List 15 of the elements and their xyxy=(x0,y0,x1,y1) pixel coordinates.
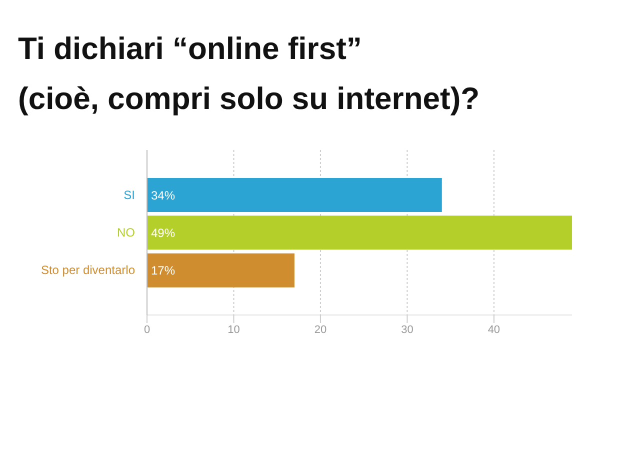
x-tick-label: 10 xyxy=(228,324,240,336)
data-label: 49% xyxy=(151,226,176,240)
bar xyxy=(147,178,442,212)
bar xyxy=(147,253,294,288)
bar xyxy=(147,216,572,250)
y-tick-label: SI xyxy=(124,188,135,202)
y-tick-label: Sto per diventarlo xyxy=(40,263,136,278)
x-tick-label: 0 xyxy=(144,324,150,336)
x-tick-label: 30 xyxy=(401,324,414,336)
x-tick-label: 40 xyxy=(488,324,500,336)
x-tick-label: 20 xyxy=(314,324,327,336)
y-tick-label: NO xyxy=(117,226,135,240)
data-label: 34% xyxy=(151,188,176,202)
chart-title: Ti dichiari “online first” (cioè, compri solo su internet)? xyxy=(18,30,480,118)
data-label: 17% xyxy=(151,264,176,278)
